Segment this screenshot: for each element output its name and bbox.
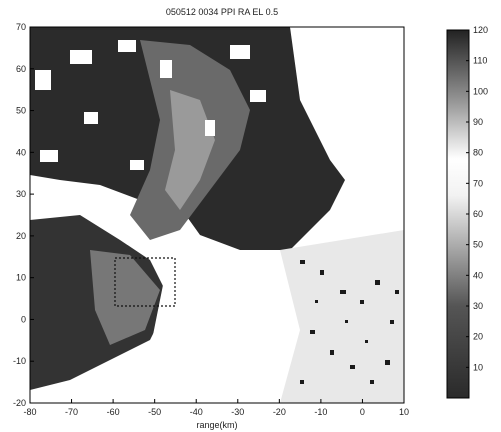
y-tick-label: 40: [16, 147, 26, 157]
colorbar-gradient: [446, 29, 470, 399]
echo-region-core: [165, 90, 215, 210]
y-tick-label: 70: [16, 22, 26, 32]
blank-region-south: [150, 250, 300, 403]
y-tick-label: 60: [16, 64, 26, 74]
echo-region-southeast: [280, 230, 404, 403]
colorbar-tick-label: 80: [473, 148, 483, 158]
y-tick-label: 10: [16, 273, 26, 283]
y-tick-label: 20: [16, 231, 26, 241]
colorbar-ticks: 10 20 30 40 50 60 70 80 90 100 110 120: [466, 25, 488, 372]
y-axis: -20 -10 0 10 20 30 40 50 60 70: [13, 22, 34, 408]
x-tick-label: -60: [107, 407, 120, 417]
x-tick-label: -40: [190, 407, 203, 417]
colorbar-tick-label: 40: [473, 270, 483, 280]
blank-region-east: [290, 27, 404, 250]
x-tick-label: -30: [231, 407, 244, 417]
chart-title: 050512 0034 PPI RA EL 0.5: [166, 7, 278, 17]
annotation-box: [114, 257, 176, 307]
colorbar-tick-label: 50: [473, 240, 483, 250]
radar-field: [30, 27, 404, 403]
plot-frame: [29, 26, 405, 404]
y-tick-label: 0: [21, 314, 26, 324]
colorbar-tick-label: 30: [473, 301, 483, 311]
x-axis-label: range(km): [196, 420, 237, 430]
y-tick-label: 30: [16, 189, 26, 199]
plot-area: [29, 26, 405, 404]
colorbar-tick-label: 110: [473, 56, 487, 66]
colorbar: 10 20 30 40 50 60 70 80 90 100 110 120: [446, 25, 488, 399]
colorbar-tick-label: 90: [473, 117, 483, 127]
y-tick-label: 50: [16, 106, 26, 116]
echo-region-southwest-inner: [90, 250, 160, 345]
x-tick-label: -50: [148, 407, 161, 417]
blank-blocks-northwest: [35, 40, 266, 170]
colorbar-tick-label: 20: [473, 332, 483, 342]
speckle-southeast: [300, 260, 399, 384]
x-axis: -80 -70 -60 -50 -40 -30 -20 -10 0 10: [23, 399, 409, 417]
y-tick-label: -20: [13, 398, 26, 408]
colorbar-tick-label: 60: [473, 209, 483, 219]
colorbar-tick-label: 10: [473, 362, 483, 372]
x-tick-label: -70: [65, 407, 78, 417]
x-tick-label: 0: [360, 407, 365, 417]
x-tick-label: -20: [273, 407, 286, 417]
x-tick-label: 10: [399, 407, 409, 417]
y-tick-label: -10: [13, 356, 26, 366]
colorbar-tick-label: 120: [473, 25, 488, 35]
colorbar-tick-label: 70: [473, 178, 483, 188]
x-tick-label: -10: [314, 407, 327, 417]
colorbar-tick-label: 100: [473, 86, 488, 96]
x-tick-label: -80: [23, 407, 36, 417]
